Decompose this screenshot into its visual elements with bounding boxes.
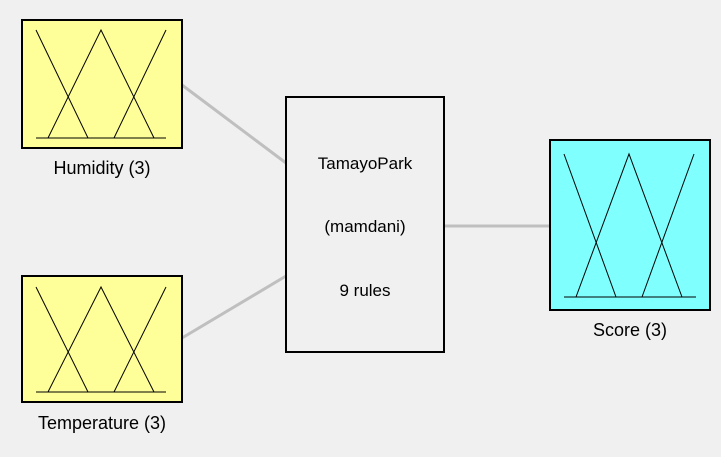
output-score-box[interactable] <box>549 139 711 311</box>
connector-humidity <box>181 83 287 165</box>
score-mf-icon <box>563 152 696 298</box>
input-humidity-label: Humidity (3) <box>53 158 151 178</box>
system-name: TamayoPark <box>317 154 413 173</box>
system-type: (mamdani) <box>324 217 406 236</box>
system-box[interactable] <box>285 96 445 353</box>
output-score-label: Score (3) <box>592 320 668 340</box>
input-humidity-box[interactable] <box>21 19 183 149</box>
temperature-mf-icon <box>35 285 167 393</box>
output-score-block[interactable] <box>549 139 711 311</box>
humidity-mf-icon <box>35 28 167 139</box>
input-temperature-block[interactable] <box>21 275 183 403</box>
connector-temperature <box>181 274 287 340</box>
system-rule-count: 9 rules <box>339 281 391 300</box>
input-humidity-block[interactable] <box>21 19 183 149</box>
input-temperature-label: Temperature (3) <box>37 413 167 433</box>
input-temperature-box[interactable] <box>21 275 183 403</box>
